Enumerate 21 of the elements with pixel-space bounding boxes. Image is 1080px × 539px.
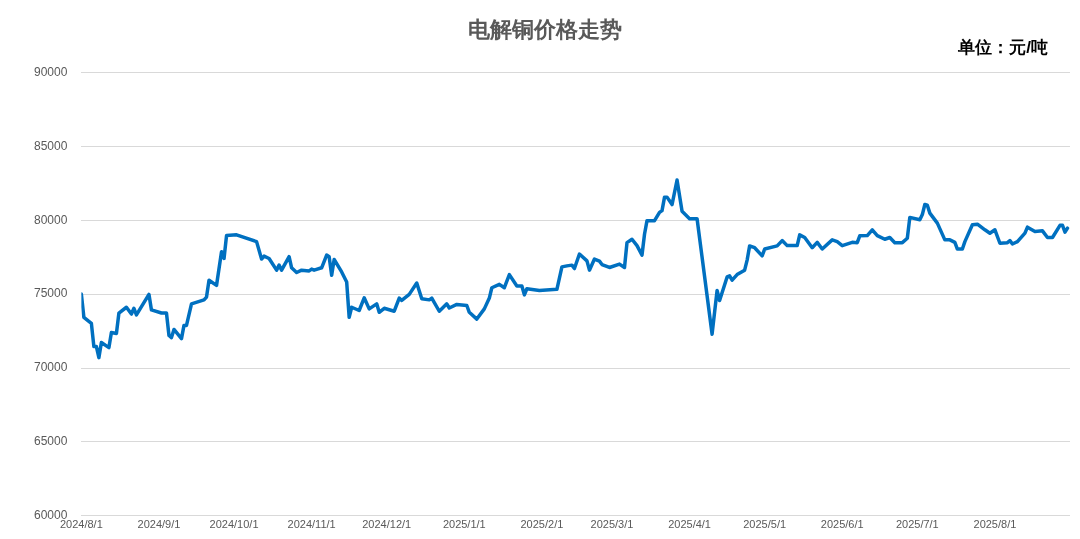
x-tick-label: 2025/7/1 [895, 518, 939, 531]
y-tick-label: 70000 [33, 360, 68, 375]
chart-title: 电解铜价格走势 [468, 16, 622, 42]
x-tick-label: 2024/12/1 [362, 518, 412, 531]
x-tick-label: 2024/11/1 [287, 518, 336, 531]
x-tick-label: 2025/2/1 [520, 518, 564, 531]
x-tick-label: 2025/6/1 [820, 518, 864, 531]
x-tick-label: 2024/8/1 [59, 518, 103, 531]
x-tick-label: 2025/8/1 [973, 518, 1017, 531]
y-tick-label: 80000 [33, 212, 68, 227]
x-tick-label: 2025/4/1 [668, 518, 711, 531]
y-tick-label: 75000 [33, 286, 68, 301]
text: 单位：元/吨 [958, 37, 1048, 59]
y-tick-label: 65000 [33, 434, 68, 449]
y-tick-label: 85000 [33, 138, 68, 153]
x-tick-label: 2025/1/1 [442, 518, 486, 531]
x-tick-label: 2024/10/1 [209, 518, 259, 531]
x-tick-label: 2025/3/1 [590, 518, 634, 531]
x-tick-label: 2025/5/1 [743, 518, 787, 531]
y-tick-label: 90000 [33, 64, 68, 79]
x-tick-label: 2024/9/1 [137, 518, 181, 531]
